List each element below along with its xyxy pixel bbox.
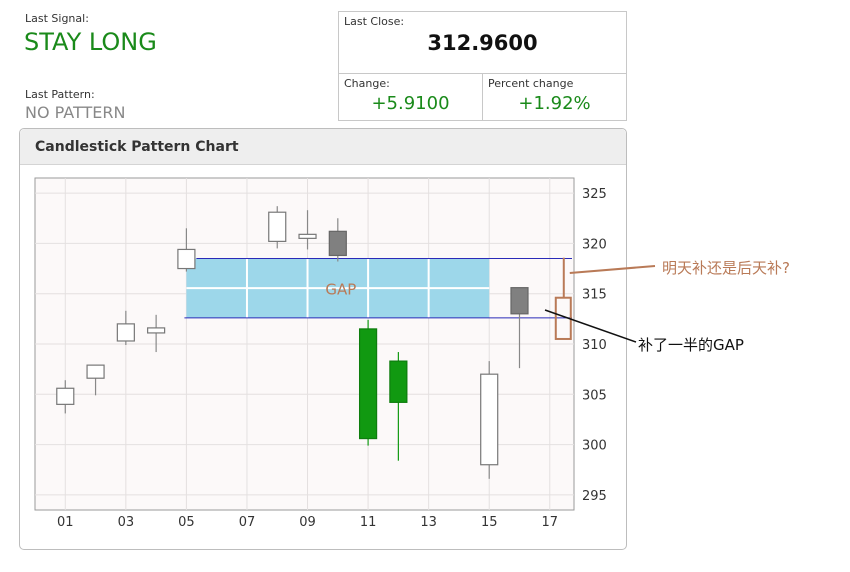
percent-change-cell: Percent change +1.92% (483, 74, 626, 120)
x-tick-label: 11 (360, 515, 377, 530)
y-tick-label: 300 (582, 439, 607, 454)
annotation-leader-gap (544, 309, 637, 343)
percent-change-label: Percent change (488, 77, 574, 90)
chart-panel-title: Candlestick Pattern Chart (35, 139, 239, 155)
x-tick-label: 17 (542, 515, 559, 530)
candle-up (298, 233, 317, 239)
y-tick-label: 310 (582, 338, 607, 353)
quote-summary-box: Last Close: 312.9600 Change: +5.9100 Per… (338, 11, 627, 121)
candle-up (116, 323, 135, 342)
x-tick-label: 07 (239, 515, 256, 530)
change-value: +5.9100 (371, 93, 450, 114)
candle-down-green (389, 360, 408, 403)
annotation-next-fill-question: 明天补还是后天补? (662, 259, 790, 277)
x-tick-label: 05 (178, 515, 195, 530)
chart-panel-header: Candlestick Pattern Chart (20, 129, 626, 165)
candle-up (147, 327, 166, 334)
last-close-label: Last Close: (344, 15, 405, 28)
candle-up (480, 373, 499, 466)
y-tick-label: 295 (582, 489, 607, 504)
last-pattern-value: NO PATTERN (25, 103, 126, 122)
candle-up (86, 364, 105, 379)
annotation-half-filled-gap: 补了一半的GAP (638, 336, 744, 354)
y-tick-label: 320 (582, 237, 607, 252)
x-tick-label: 01 (57, 515, 74, 530)
candle-up (177, 248, 196, 270)
candle-down-gray (510, 287, 529, 315)
last-pattern-label: Last Pattern: (25, 88, 95, 101)
last-close-value: 312.9600 (427, 31, 538, 55)
y-tick-label: 305 (582, 388, 607, 403)
candle-down-gray (328, 230, 347, 257)
candle-down-green (358, 328, 378, 440)
y-tick-label: 325 (582, 187, 607, 202)
change-label: Change: (344, 77, 390, 90)
gap-label: GAP (325, 281, 356, 299)
percent-change-value: +1.92% (518, 93, 591, 114)
annotation-leader-question (569, 265, 656, 274)
x-tick-label: 15 (481, 515, 498, 530)
change-cell: Change: +5.9100 (339, 74, 483, 120)
x-tick-label: 13 (420, 515, 437, 530)
last-signal-label: Last Signal: (25, 12, 89, 25)
x-tick-label: 03 (118, 515, 135, 530)
last-close-cell: Last Close: 312.9600 (339, 12, 626, 74)
y-tick-label: 315 (582, 288, 607, 303)
candle-up (56, 387, 75, 405)
x-tick-label: 09 (299, 515, 316, 530)
candle-up (268, 211, 287, 242)
last-signal-value: STAY LONG (24, 28, 157, 56)
